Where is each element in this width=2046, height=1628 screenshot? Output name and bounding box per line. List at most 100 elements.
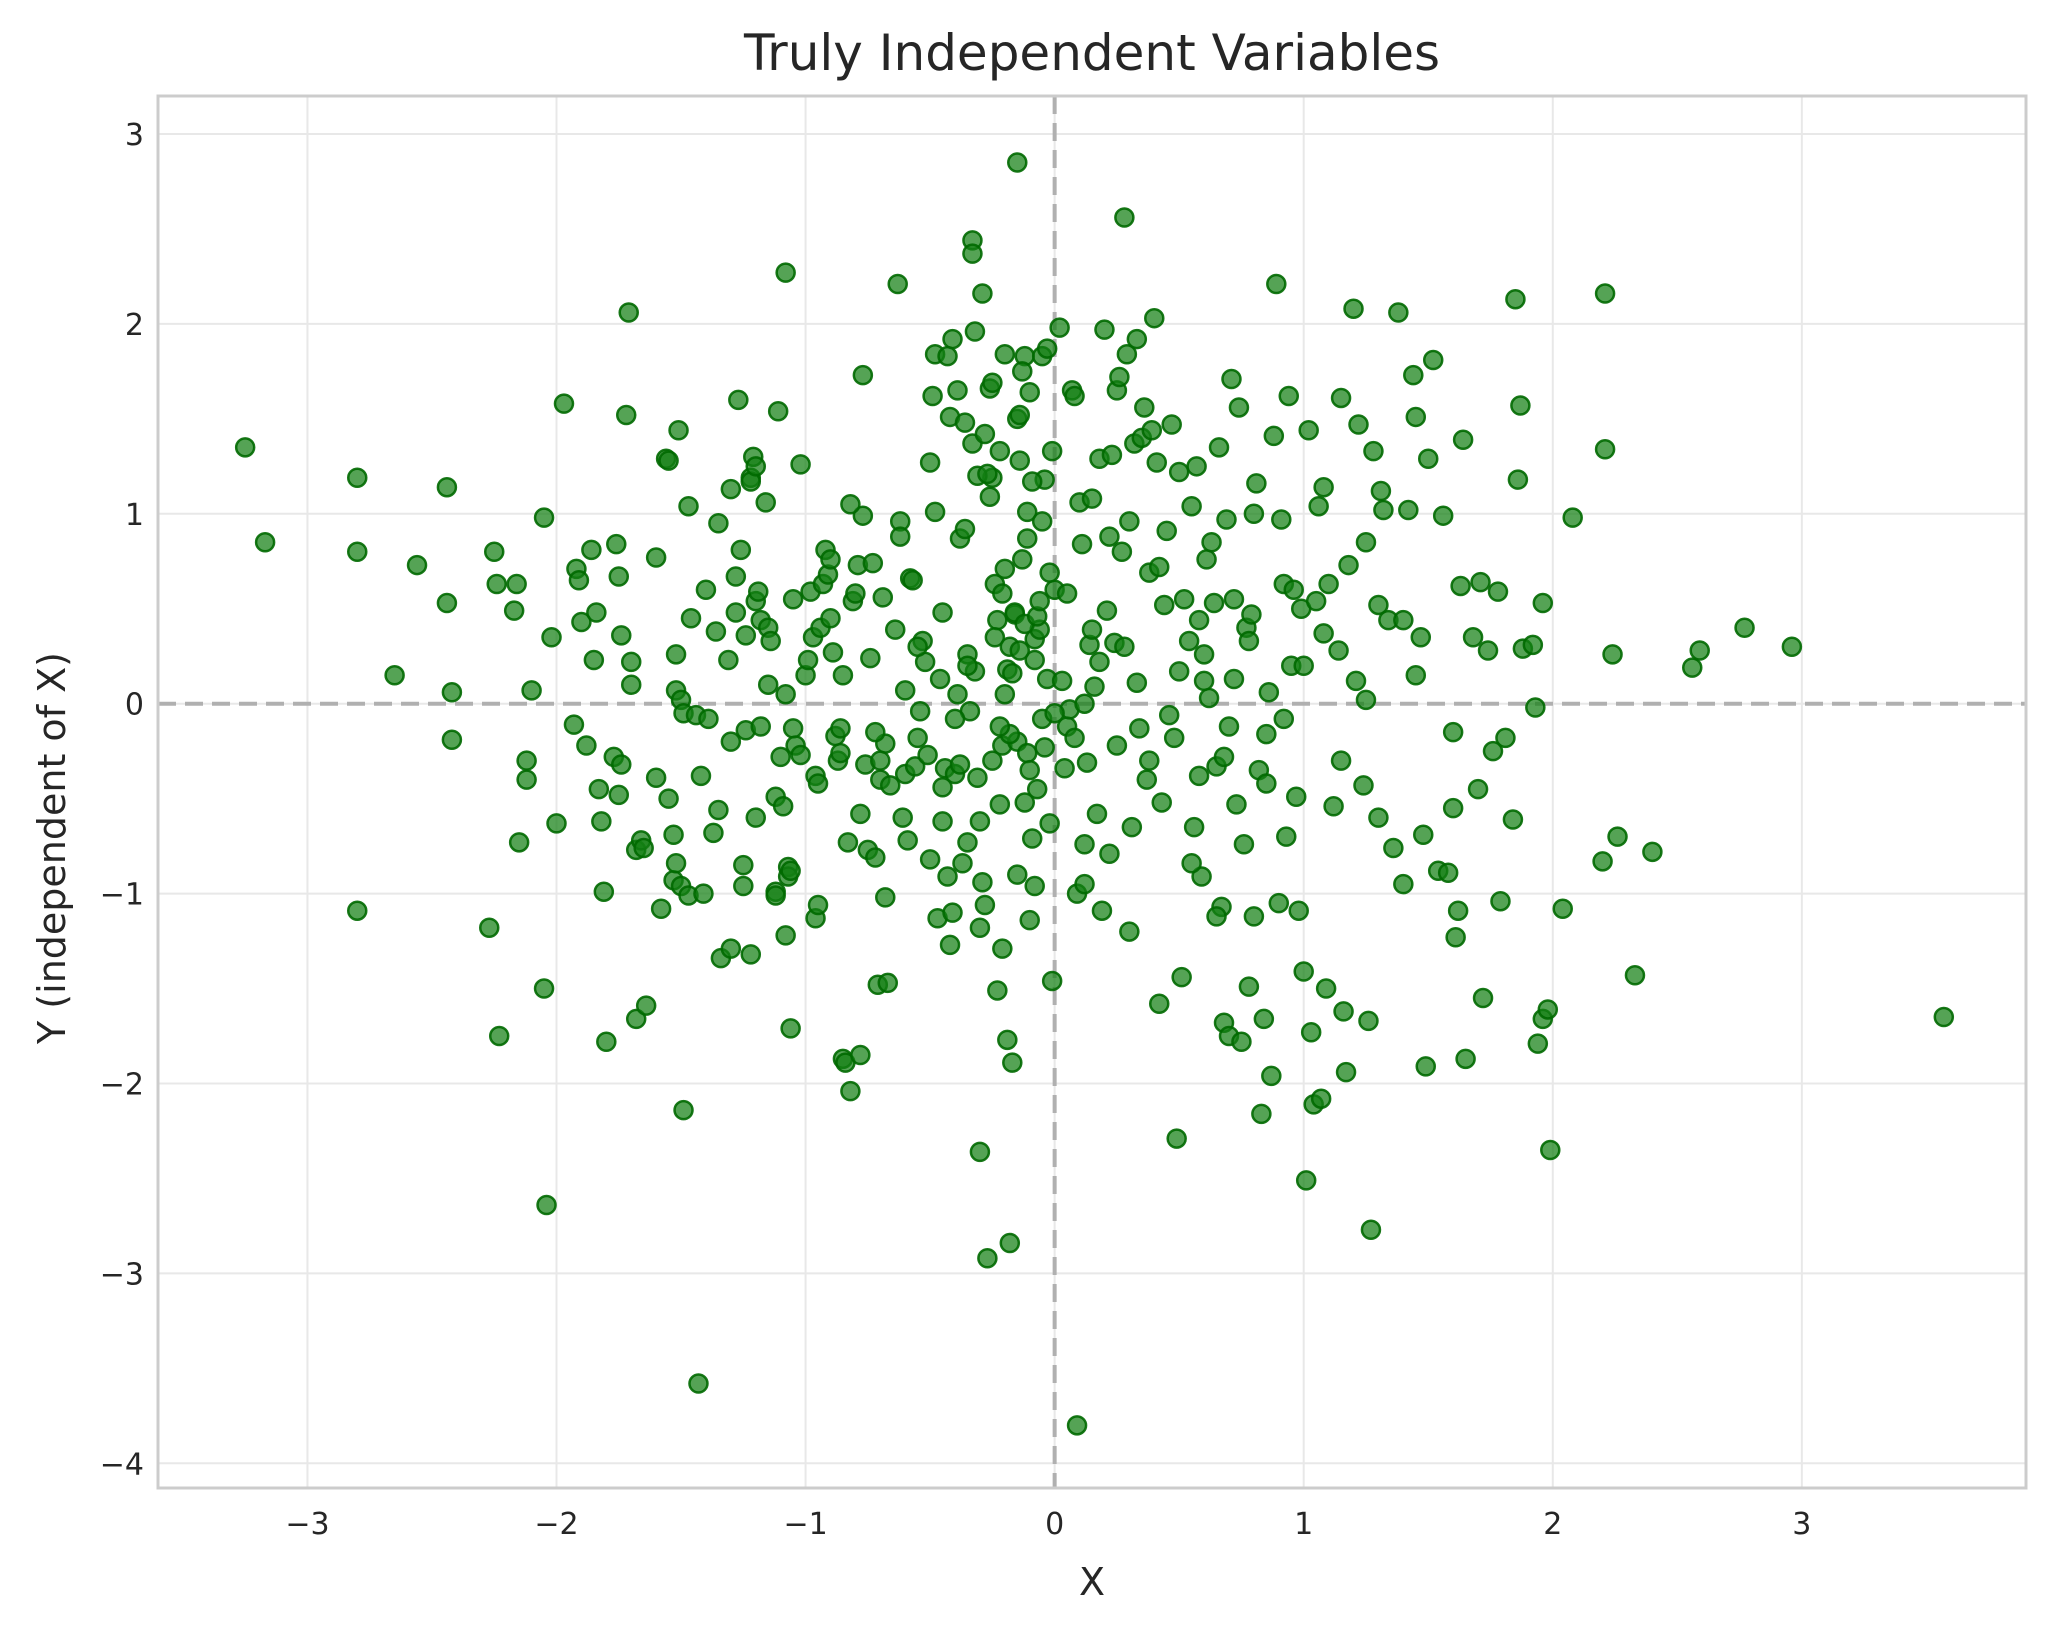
data-point-515: [708, 513, 729, 534]
data-point-295: [1114, 207, 1135, 228]
data-point-173: [924, 501, 946, 523]
data-point-150: [865, 847, 886, 868]
data-point-16: [506, 573, 527, 595]
data-point-454: [957, 655, 978, 676]
data-point-193: [972, 871, 993, 893]
data-point-131: [822, 642, 844, 663]
data-point-49: [625, 1008, 647, 1030]
data-point-510: [1368, 807, 1389, 828]
data-point-326: [1196, 549, 1217, 570]
data-point-316: [1168, 661, 1190, 682]
data-point-101: [760, 630, 781, 652]
data-point-307: [1144, 307, 1165, 329]
data-point-418: [1477, 640, 1499, 661]
data-point-331: [1208, 437, 1230, 458]
data-point-233: [957, 832, 978, 853]
data-point-68: [678, 495, 699, 517]
data-point-23: [536, 1194, 557, 1216]
data-point-321: [1183, 816, 1205, 838]
data-point-411: [1450, 575, 1471, 597]
y-tick-label-7: 3: [125, 118, 144, 153]
data-point-320: [1181, 495, 1202, 517]
data-point-494: [1024, 649, 1045, 671]
data-point-47: [620, 651, 642, 673]
data-point-87: [733, 875, 754, 897]
data-point-463: [1238, 630, 1260, 652]
data-point-125: [807, 894, 829, 916]
data-point-230: [947, 380, 968, 401]
data-points: [234, 152, 1955, 1436]
data-point-402: [1415, 1056, 1436, 1077]
data-point-492: [982, 750, 1003, 771]
data-point-293: [1109, 366, 1130, 388]
data-point-311: [1153, 594, 1175, 616]
data-point-459: [1188, 609, 1210, 631]
data-point-426: [1510, 395, 1531, 416]
data-point-223: [1041, 970, 1063, 992]
data-point-354: [1266, 273, 1287, 295]
y-tick-label-6: 2: [125, 308, 144, 343]
data-point-507: [1074, 693, 1095, 714]
data-point-38: [596, 1031, 617, 1052]
data-point-396: [1393, 609, 1414, 631]
data-point-446: [1734, 617, 1755, 638]
data-point-288: [1096, 600, 1118, 621]
data-point-475: [1181, 852, 1202, 874]
data-point-303: [1134, 397, 1155, 418]
data-point-359: [1278, 385, 1300, 407]
data-point-78: [708, 799, 729, 821]
data-point-422: [1495, 727, 1516, 749]
data-point-404: [1422, 349, 1444, 371]
data-point-53: [645, 547, 667, 568]
data-point-421: [1490, 890, 1511, 912]
data-point-317: [1171, 966, 1192, 988]
data-point-312: [1156, 520, 1177, 542]
data-point-57: [658, 450, 679, 471]
data-point-118: [790, 744, 811, 766]
data-point-450: [1056, 583, 1078, 604]
data-point-84: [725, 602, 747, 623]
y-tick-label-1: −3: [100, 1257, 144, 1292]
data-point-481: [1293, 655, 1314, 676]
data-point-200: [989, 794, 1011, 815]
data-point-506: [1009, 640, 1031, 661]
data-point-13: [486, 573, 507, 595]
data-point-322: [1186, 456, 1207, 477]
data-point-54: [645, 767, 667, 789]
data-point-194: [974, 894, 996, 916]
data-point-340: [1231, 1031, 1252, 1052]
data-point-451: [1081, 619, 1103, 640]
data-point-304: [1136, 769, 1158, 790]
data-point-443: [1642, 841, 1663, 863]
data-point-236: [964, 321, 986, 342]
data-point-260: [1024, 875, 1045, 897]
data-point-294: [1111, 541, 1133, 563]
data-point-383: [1345, 670, 1367, 692]
data-point-108: [775, 262, 796, 283]
data-point-440: [1602, 644, 1623, 665]
data-point-344: [1241, 604, 1262, 625]
data-point-27: [563, 714, 585, 735]
data-point-441: [1607, 826, 1628, 847]
data-point-165: [904, 756, 926, 777]
data-point-222: [1039, 813, 1060, 834]
data-point-462: [807, 773, 829, 794]
data-point-406: [1432, 505, 1454, 526]
data-point-210: [1012, 549, 1033, 570]
data-point-213: [1016, 742, 1038, 764]
data-point-166: [907, 727, 928, 749]
data-point-401: [1413, 824, 1434, 845]
data-point-45: [615, 404, 637, 426]
data-point-473: [1148, 556, 1170, 578]
data-point-315: [1166, 1128, 1187, 1149]
data-point-469: [1074, 833, 1095, 855]
data-point-246: [992, 583, 1013, 604]
data-point-259: [1021, 471, 1043, 492]
data-point-10: [441, 729, 463, 751]
data-point-209: [1009, 450, 1031, 471]
data-point-52: [635, 995, 657, 1016]
data-point-77: [705, 621, 727, 642]
data-point-160: [892, 807, 913, 828]
data-point-398: [1403, 364, 1424, 386]
